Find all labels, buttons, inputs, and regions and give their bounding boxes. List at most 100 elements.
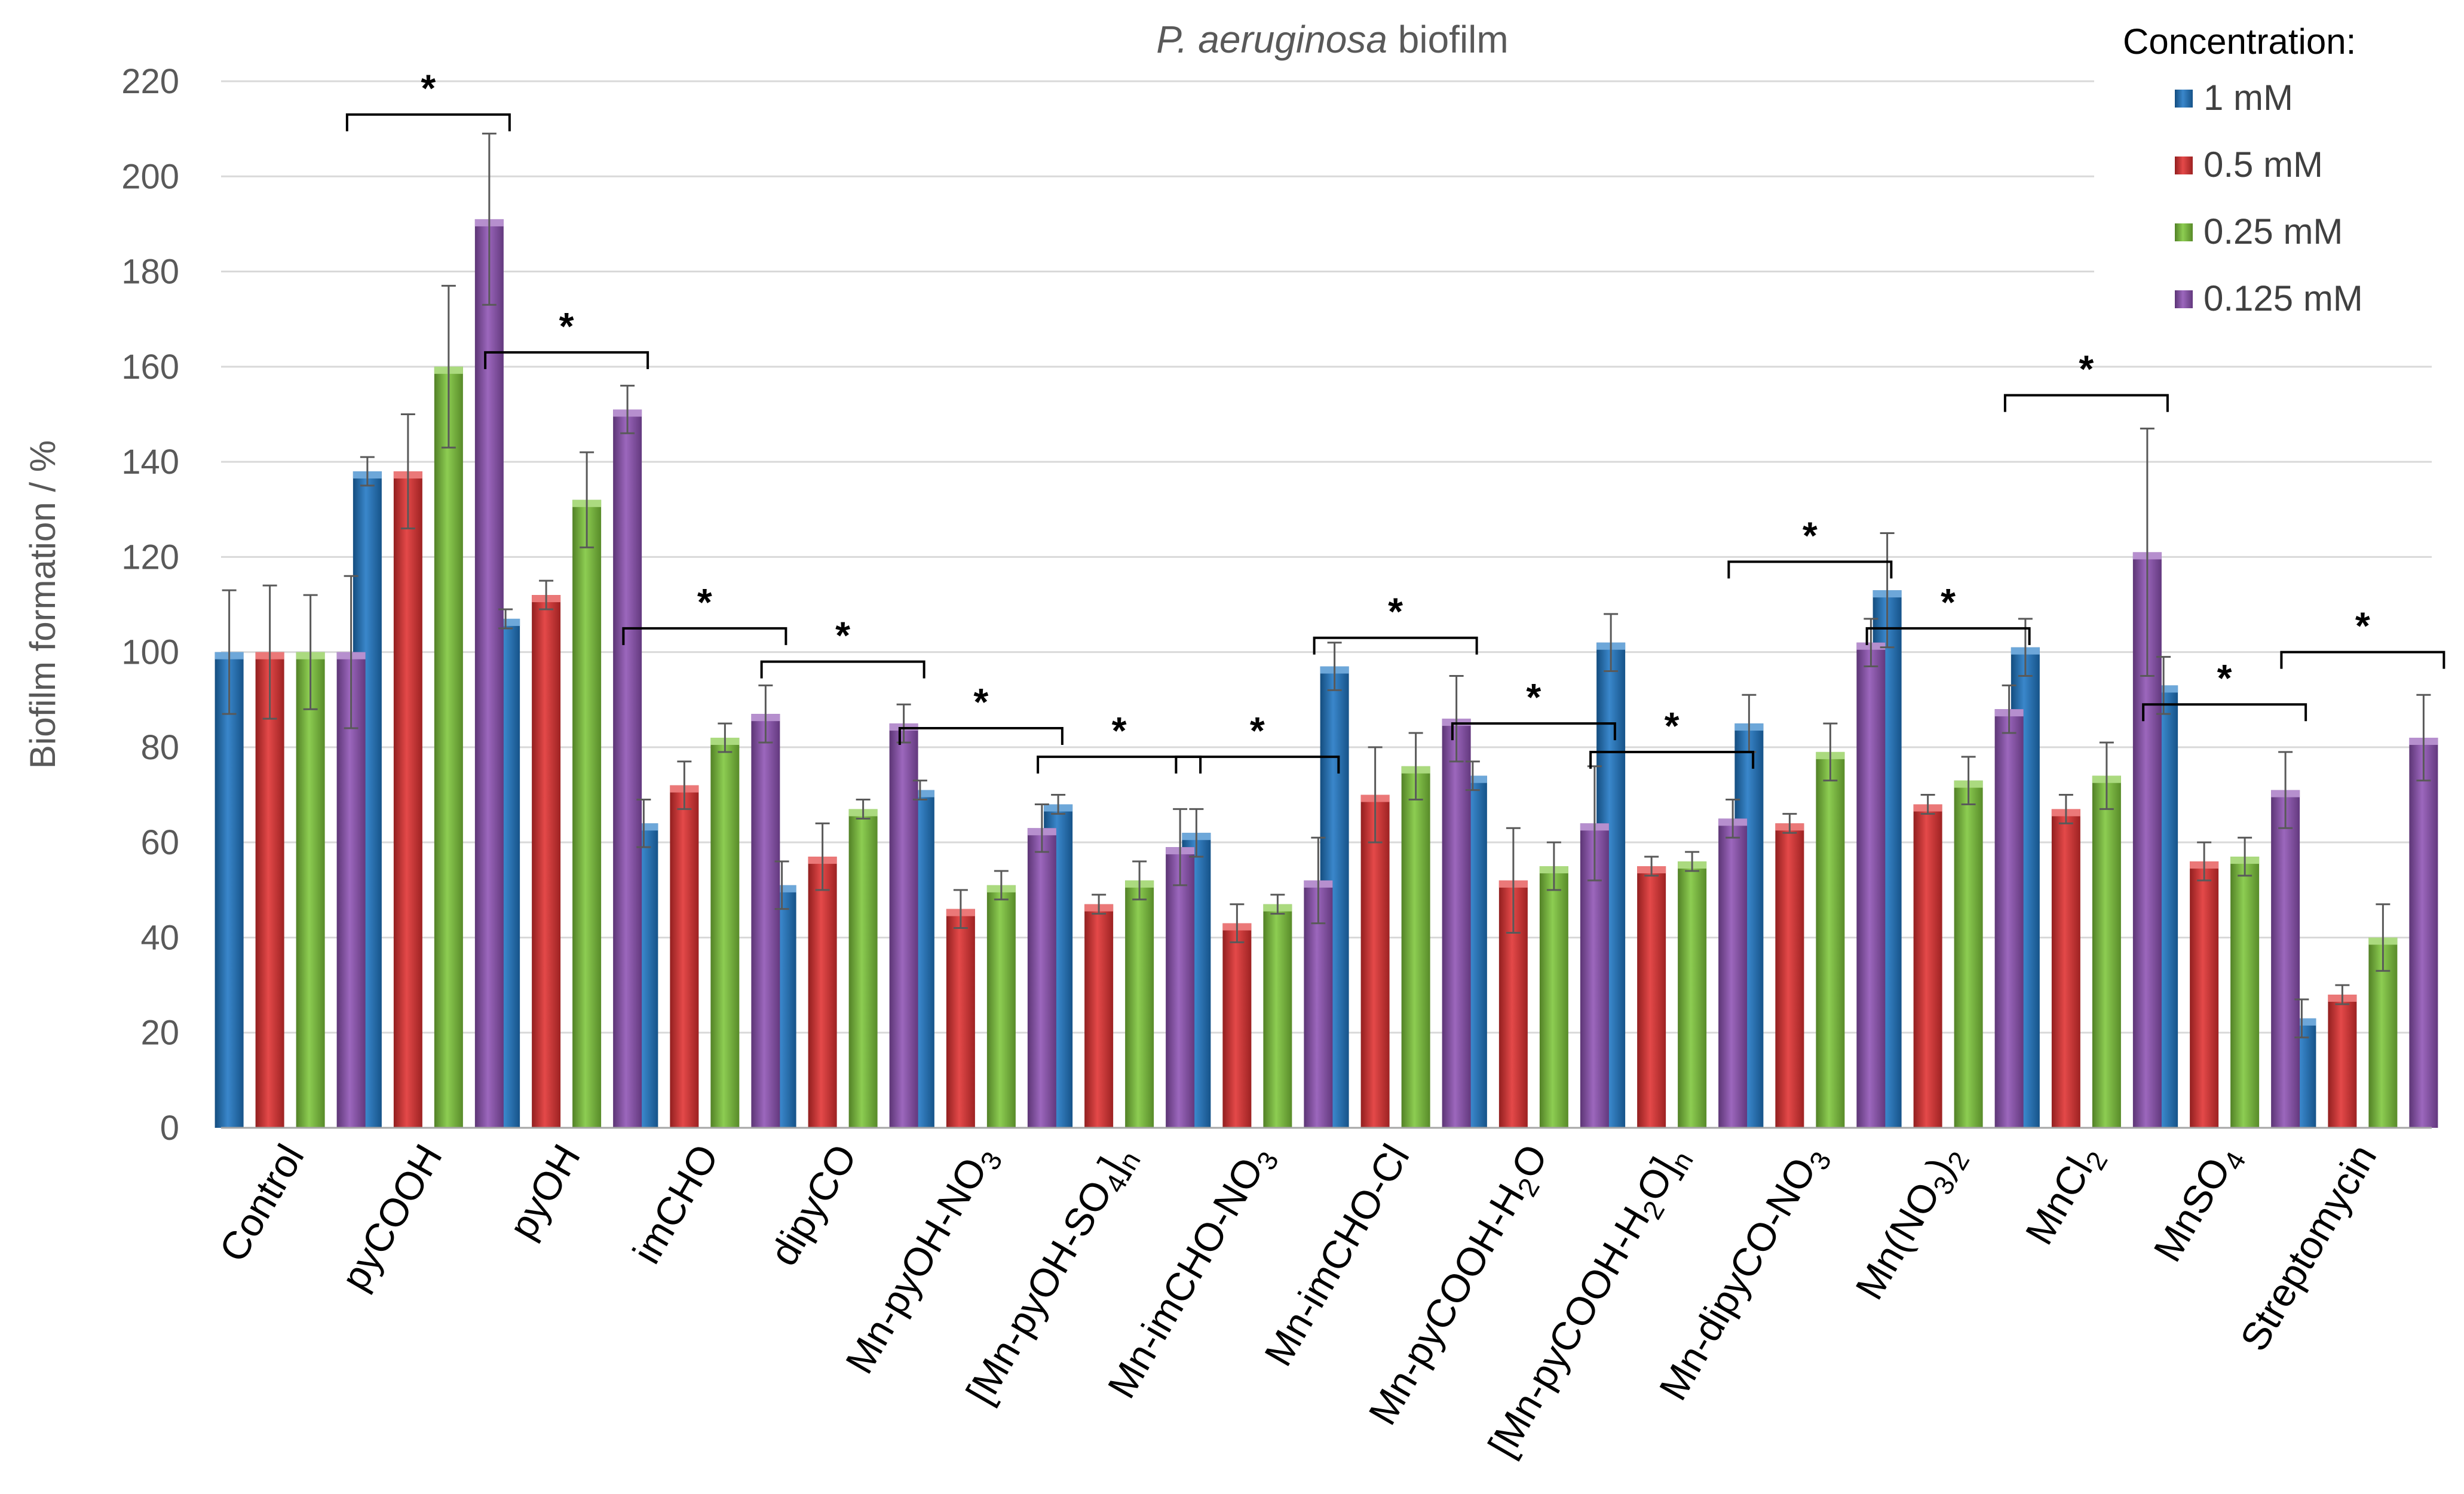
error-bar [1604,613,1619,672]
error-bar [994,870,1009,901]
y-tick-label: 20 [140,1014,179,1053]
bar [1637,866,1666,1128]
bar [1442,719,1471,1128]
bar [1994,709,2024,1128]
bar [296,652,325,1128]
legend-title: Concentration: [2123,22,2356,62]
error-bar [677,760,692,810]
bar [986,885,1016,1128]
bar [434,366,463,1128]
bar [1166,847,1195,1128]
bar [1775,823,1804,1128]
significance-star: * [697,581,712,624]
bar [1954,780,1983,1128]
legend-item: 0.125 mM [2175,278,2363,318]
y-tick-label: 160 [121,348,179,386]
significance-star: * [1941,581,1956,624]
significance-brackets: * * * * * * * * * * * * * * * [345,67,2445,774]
error-bar [1311,836,1326,925]
bar [393,471,422,1128]
bar [1678,861,1707,1128]
error-bar [2335,984,2350,1005]
error-bar [1327,642,1342,691]
error-bar [1465,760,1480,792]
x-tick-label: pyOH [500,1137,589,1246]
y-tick-label: 140 [121,443,179,481]
legend-swatch [2175,157,2193,174]
error-bar [1092,894,1107,915]
bar [2271,790,2300,1128]
error-bar [2099,741,2114,810]
legend-swatch [2175,290,2193,308]
bar [336,652,366,1128]
significance-bracket: * [2142,656,2307,722]
significance-star: * [1112,709,1127,752]
x-tick-label: Mn(NO3)2 [1847,1137,1976,1310]
error-bar [1230,903,1245,943]
bar [2230,857,2260,1128]
bar [2051,809,2080,1128]
x-tick-label: pyCOOH [332,1137,450,1297]
bar [710,737,740,1128]
legend-label: 0.25 mM [2203,211,2343,251]
legend: 1 mM 0.5 mM 0.25 mM 0.125 mM [2175,78,2363,318]
significance-star: * [1250,709,1265,752]
x-axis-categories: Control pyCOOH pyOH imCHO dipyCOMn-pyOH-NO3[… [210,1137,2385,1464]
error-bar [856,799,871,820]
error-bar [498,608,513,630]
legend-label: 0.5 mM [2203,145,2323,185]
error-bar [1449,674,1464,763]
error-bar [1726,799,1740,839]
chart-title-italic: P. aeruginosa [1156,18,1387,61]
x-tick-label: imCHO [624,1137,727,1271]
significance-bracket: * [484,305,649,369]
significance-bracket: * [1727,514,1893,579]
bar [2190,861,2219,1128]
error-bar [1051,794,1066,815]
error-bar [815,822,830,891]
legend-background [2094,12,2453,346]
error-bar [2294,998,2309,1039]
legend-label: 1 mM [2203,78,2293,118]
significance-star: * [835,614,850,657]
bar [255,652,284,1128]
x-tick-label: Streptomycin [2232,1137,2385,1358]
legend-swatch [2175,90,2193,108]
significance-star: * [2217,656,2232,700]
error-bar [636,799,651,848]
error-bar [1864,618,1878,668]
y-tick-label: 120 [121,538,179,576]
error-bar [953,889,968,929]
bar [848,809,878,1128]
significance-bracket: * [898,680,1064,746]
significance-star: * [1526,676,1541,719]
error-bar [482,133,497,306]
legend-swatch [2175,223,2193,241]
error-bar [1546,841,1561,891]
significance-star: * [1665,704,1680,747]
bar [946,909,975,1128]
bar [1816,751,1845,1128]
significance-bracket: * [1589,704,1755,769]
error-bar [2278,751,2293,829]
significance-bracket: * [1037,709,1202,774]
bar [2092,775,2121,1128]
error-bar [539,579,554,611]
bar [1539,866,1568,1128]
error-bars [222,133,2431,1039]
bar [1360,794,1390,1128]
bar [1125,880,1154,1128]
bar [1856,642,1886,1128]
error-bar [1189,808,1204,858]
error-bar [303,594,318,710]
legend-item: 0.5 mM [2175,145,2323,185]
bar [572,499,602,1128]
significance-star: * [1803,514,1818,557]
error-bar [360,456,375,487]
bar [532,595,561,1128]
error-bar [1644,855,1659,877]
bar [2328,995,2357,1128]
significance-bracket: * [1865,581,2031,645]
error-bar [1034,803,1049,853]
significance-star: * [2079,348,2094,391]
